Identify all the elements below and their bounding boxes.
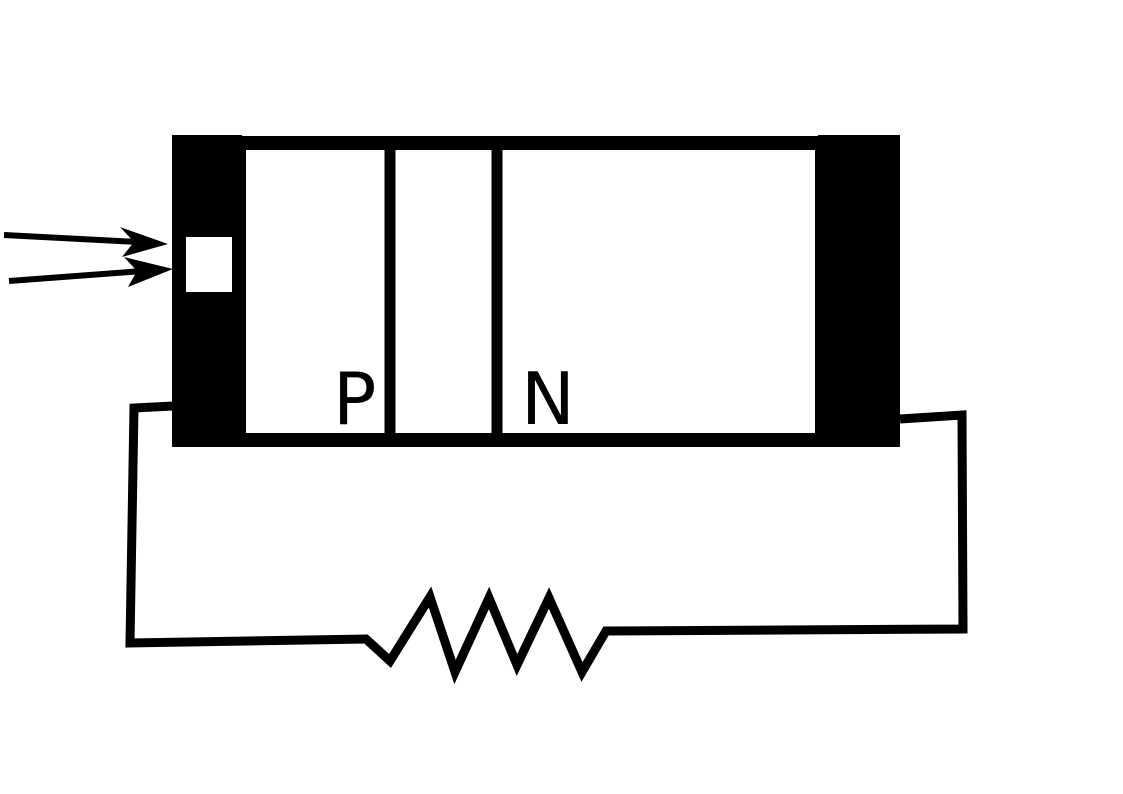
arrow-right-icon — [120, 227, 168, 257]
right-electrode — [818, 135, 900, 447]
semiconductor-body — [232, 136, 829, 447]
incoming-light-arrows — [3, 227, 173, 287]
arrow-right-icon — [3, 232, 139, 245]
n-region-label: N — [521, 357, 575, 441]
external-circuit-wire — [125, 401, 968, 685]
p-region-label: P — [333, 357, 376, 441]
arrow-right-icon — [124, 257, 173, 287]
arrow-right-icon — [8, 268, 144, 284]
left-electrode — [172, 135, 242, 447]
